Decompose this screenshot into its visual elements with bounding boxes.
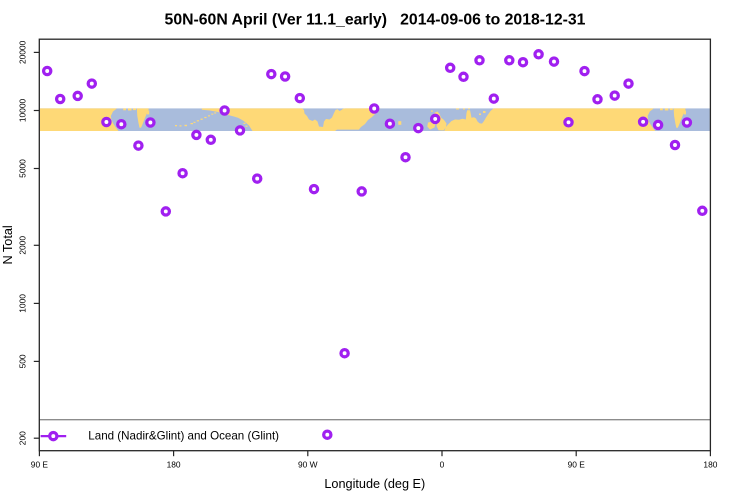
svg-text:5000: 5000 bbox=[18, 159, 28, 178]
svg-text:Longitude (deg E): Longitude (deg E) bbox=[324, 477, 425, 491]
svg-text:90 E: 90 E bbox=[568, 460, 586, 470]
svg-text:50N-60N April (Ver 11.1_early): 50N-60N April (Ver 11.1_early) 2014-09-0… bbox=[165, 12, 586, 29]
svg-text:2000: 2000 bbox=[18, 236, 28, 255]
svg-text:200: 200 bbox=[18, 431, 28, 445]
svg-text:1000: 1000 bbox=[18, 294, 28, 313]
svg-text:500: 500 bbox=[18, 354, 28, 368]
svg-text:180: 180 bbox=[167, 460, 181, 470]
svg-text:20000: 20000 bbox=[18, 40, 28, 64]
svg-text:10000: 10000 bbox=[18, 99, 28, 123]
svg-text:N Total: N Total bbox=[1, 225, 15, 264]
svg-text:90 E: 90 E bbox=[31, 460, 49, 470]
svg-text:0: 0 bbox=[440, 460, 445, 470]
svg-text:Land (Nadir&Glint) and Ocean (: Land (Nadir&Glint) and Ocean (Glint) bbox=[88, 430, 279, 443]
svg-text:90 W: 90 W bbox=[298, 460, 318, 470]
svg-text:180: 180 bbox=[703, 460, 717, 470]
